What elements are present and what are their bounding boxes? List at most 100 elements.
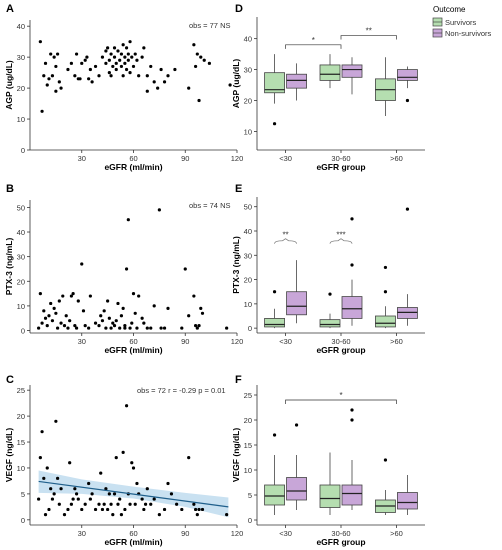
data-point xyxy=(66,507,70,512)
data-point xyxy=(159,326,163,330)
data-point xyxy=(52,492,56,496)
data-point xyxy=(195,513,199,517)
outlier-point xyxy=(272,433,277,437)
x-tick-label: 90 xyxy=(181,154,189,163)
data-point xyxy=(142,46,146,50)
data-point xyxy=(45,83,49,87)
data-point xyxy=(37,326,41,330)
data-point xyxy=(130,321,134,325)
x-axis-label: eGFR group xyxy=(316,162,365,172)
data-point xyxy=(112,324,117,328)
data-point xyxy=(114,61,118,65)
panel-label: A xyxy=(6,3,14,15)
data-point xyxy=(128,502,132,506)
data-point xyxy=(102,502,106,506)
panel-C: C VEGF (ng/dL) eGFR (ml/min) 0 5 10 15 20 25 30 60… xyxy=(4,374,243,547)
data-point xyxy=(145,326,149,330)
data-point xyxy=(143,502,148,506)
x-tick-label: 60 xyxy=(129,529,137,538)
y-tick-label: 5 xyxy=(248,491,252,500)
outlier-point xyxy=(272,122,277,126)
data-point xyxy=(199,306,203,310)
data-point xyxy=(194,507,198,512)
data-point xyxy=(57,299,61,303)
box-survivors xyxy=(264,318,285,328)
data-point xyxy=(109,326,113,330)
category-label: 30-60 xyxy=(331,529,350,538)
significance-bracket xyxy=(285,44,342,49)
outlier-point xyxy=(294,423,299,427)
data-point xyxy=(202,58,206,62)
data-point xyxy=(175,502,179,506)
data-point xyxy=(80,507,84,512)
data-point xyxy=(130,461,134,465)
y-tick-label: 50 xyxy=(17,203,25,212)
data-point xyxy=(194,324,198,328)
data-point xyxy=(87,326,91,330)
data-point xyxy=(42,476,46,480)
data-point xyxy=(200,507,205,512)
data-point xyxy=(133,311,137,315)
data-point xyxy=(69,502,73,506)
panel-F: F VEGF (ng/dL) eGFR group 0 5 10 15 20 25 <30 30-6… xyxy=(231,374,425,547)
data-point xyxy=(111,321,115,325)
box-non-survivors xyxy=(341,296,363,319)
data-point xyxy=(128,71,132,75)
data-point xyxy=(104,49,108,53)
trend-line xyxy=(38,480,229,508)
data-point xyxy=(43,513,48,517)
box-survivors xyxy=(375,315,396,328)
data-point xyxy=(57,80,61,84)
data-point xyxy=(38,291,42,296)
box-survivors xyxy=(319,319,341,328)
data-point xyxy=(162,507,167,512)
data-point xyxy=(68,461,72,465)
box-survivors xyxy=(264,72,285,94)
data-point xyxy=(114,455,118,460)
data-point xyxy=(80,262,84,266)
y-axis-label: PTX-3 (ng/mL) xyxy=(231,236,241,294)
data-point xyxy=(114,67,118,72)
data-point xyxy=(56,326,60,330)
data-point xyxy=(100,55,105,59)
data-point xyxy=(157,513,161,517)
data-point xyxy=(49,52,53,56)
data-point xyxy=(37,497,41,501)
data-point xyxy=(69,294,73,298)
data-point xyxy=(140,497,144,501)
x-tick-label: 30 xyxy=(78,529,86,538)
data-point xyxy=(74,52,79,56)
data-point xyxy=(133,52,137,56)
panel-label: C xyxy=(6,374,14,386)
y-tick-label: 30 xyxy=(17,53,25,62)
box-non-survivors xyxy=(286,477,307,501)
data-point xyxy=(180,507,184,512)
data-point xyxy=(145,487,149,491)
outlier-point xyxy=(328,292,332,296)
data-point xyxy=(54,419,58,423)
significance-label: * xyxy=(339,391,342,400)
category-label: >60 xyxy=(390,154,403,163)
data-point xyxy=(88,497,92,501)
outlier-point xyxy=(272,290,277,294)
significance-brace xyxy=(274,238,297,244)
data-point xyxy=(62,513,67,517)
data-point xyxy=(90,492,94,496)
x-tick-label: 120 xyxy=(231,337,244,346)
data-point xyxy=(106,299,110,303)
data-point xyxy=(207,61,211,65)
y-tick-label: 10 xyxy=(17,302,25,311)
data-point xyxy=(107,316,111,320)
y-tick-label: 40 xyxy=(17,228,25,237)
data-point xyxy=(66,326,70,330)
data-point xyxy=(50,497,55,501)
panel-A: A AGP (ug/dL) eGFR (ml/min) 0 10 20 30 40 30 60 90… xyxy=(4,3,243,172)
data-point xyxy=(104,61,108,65)
data-point xyxy=(180,326,184,330)
legend-entry: Survivors xyxy=(445,18,477,27)
significance-label: * xyxy=(312,36,315,45)
data-point xyxy=(83,58,87,62)
data-point xyxy=(187,455,191,460)
significance-bracket xyxy=(340,35,397,40)
y-tick-label: 40 xyxy=(244,227,252,236)
